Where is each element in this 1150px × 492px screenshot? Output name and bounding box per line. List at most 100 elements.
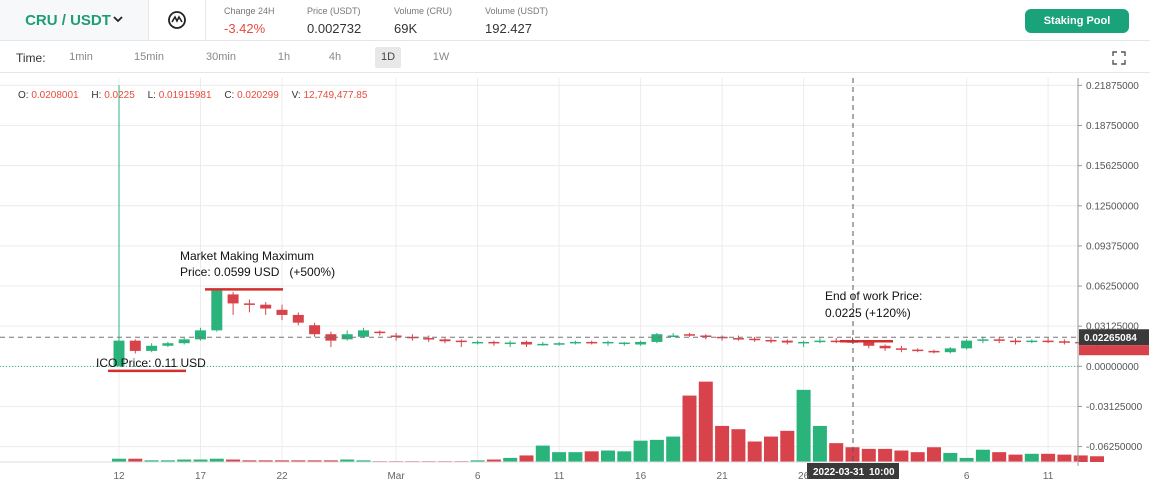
candle-body	[537, 343, 549, 346]
volume-bar	[780, 430, 795, 462]
volume-bar	[193, 459, 208, 462]
candle-body	[260, 304, 272, 309]
volume-bar	[568, 452, 583, 462]
volume-bar	[1041, 453, 1056, 462]
fullscreen-icon[interactable]	[1112, 51, 1126, 65]
ohlc-low-value: 0.01915981	[158, 90, 212, 101]
candle-body	[1042, 340, 1054, 343]
volume-bar	[470, 460, 485, 462]
volume-bar	[307, 460, 322, 462]
stat-value: -3.42%	[224, 21, 266, 36]
x-tick-label: 6	[475, 471, 481, 482]
interval-1w[interactable]: 1W	[432, 51, 450, 63]
volume-bar	[666, 436, 681, 462]
candle-body	[830, 340, 842, 343]
candle-body	[618, 342, 630, 345]
candle-body	[162, 343, 174, 346]
volume-bar	[796, 389, 811, 462]
volume-bar	[764, 436, 778, 462]
annotation-line: End of work Price:	[825, 289, 923, 303]
ohlc-open-value: 0.0208001	[31, 90, 79, 101]
volume-bar	[1090, 456, 1104, 462]
interval-30min[interactable]: 30min	[206, 51, 236, 63]
interval-1min[interactable]: 1min	[69, 51, 93, 63]
volume-bar	[226, 459, 241, 462]
stat-volume-cru: Volume (CRU) 69K	[394, 6, 452, 36]
volume-bar	[731, 429, 746, 462]
stat-volume-usdt: Volume (USDT) 192.427	[485, 6, 548, 36]
candle-body	[781, 340, 793, 343]
y-axis: 0.21875000 0.18750000 0.15625000 0.12500000…	[1077, 78, 1143, 466]
end-of-work-annotation: End of work Price: 0.0225 (+120%)	[825, 288, 922, 321]
interval-1d[interactable]: 1D	[375, 47, 401, 68]
candle-body	[798, 341, 810, 344]
x-tick-label: 22	[276, 471, 288, 482]
annotation-line: Price: 0.0599 USD (+500%)	[180, 265, 336, 279]
candle-body	[325, 334, 337, 341]
candle-body	[895, 348, 907, 350]
volume-bar	[112, 458, 126, 462]
crosshair-date-tag	[807, 463, 899, 479]
candle-body	[488, 341, 500, 344]
candle-body	[439, 339, 451, 342]
candle-body	[1026, 340, 1038, 343]
stat-change-24h: Change 24H -3.42%	[224, 6, 275, 36]
staking-pool-button[interactable]: Staking Pool	[1025, 9, 1129, 33]
volume-bar	[910, 452, 925, 462]
volume-bar	[715, 425, 730, 462]
candle-body	[1010, 340, 1021, 343]
candle-body	[912, 349, 924, 352]
stat-value: 0.002732	[307, 21, 362, 36]
stat-price: Price (USDT) 0.002732	[307, 6, 361, 36]
volume-bar	[845, 447, 860, 462]
ohlc-volume-label: V:	[291, 90, 301, 101]
volume-bar	[601, 450, 615, 462]
x-tick-label: Mar	[387, 471, 405, 482]
time-label: Time:	[16, 51, 46, 65]
ohlc-low-label: L:	[147, 90, 156, 101]
volume-bar	[519, 455, 534, 462]
ohlc-close-label: C:	[224, 90, 235, 101]
volume-bar	[535, 445, 550, 462]
volume-bar	[1024, 453, 1039, 462]
stat-label: Change 24H	[224, 6, 275, 16]
candle-body	[406, 336, 418, 339]
y-tick-label: 0.00000000	[1086, 362, 1139, 373]
candle-body	[195, 330, 206, 340]
volume-bar	[209, 458, 224, 462]
ohlc-close-value: 0.020299	[237, 90, 279, 101]
pair-selector[interactable]: CRU / USDT	[0, 0, 149, 40]
current-price-tag	[1079, 329, 1149, 346]
candle-body	[374, 331, 386, 334]
volume-bar	[128, 458, 143, 462]
volume-bar	[633, 440, 648, 462]
candle-body	[504, 342, 516, 345]
candle-body	[1058, 341, 1070, 343]
volume-bar	[291, 460, 306, 462]
interval-bar: Time: 1min 15min 30min 1h 4h 1D 1W	[0, 44, 1150, 73]
x-tick-label: 17	[195, 471, 207, 482]
volume-bar	[617, 451, 632, 462]
x-tick-label: 26	[798, 471, 810, 482]
volume-bar	[503, 457, 518, 462]
volume-bar	[323, 460, 338, 462]
candle-body	[765, 339, 777, 342]
interval-15min[interactable]: 15min	[134, 51, 164, 63]
stat-value: 192.427	[485, 21, 532, 36]
interval-4h[interactable]: 4h	[328, 51, 342, 63]
x-axis: 12 17 22 Mar 6 11 16 21 26 6 11	[0, 461, 1078, 482]
x-tick-label: 6	[964, 471, 970, 482]
volume-bar	[1073, 455, 1088, 462]
brand-logo-icon	[149, 0, 206, 40]
chart-grid	[0, 78, 1078, 462]
x-tick-label: 11	[554, 471, 565, 482]
volume-bar	[649, 439, 664, 462]
candles	[113, 85, 1103, 367]
interval-1h[interactable]: 1h	[277, 51, 291, 63]
candle-body	[292, 314, 304, 323]
volume-bar	[959, 457, 974, 462]
volume-bar	[812, 425, 827, 462]
ohlc-readout: O: 0.0208001 H: 0.0225 L: 0.01915981 C: …	[18, 90, 377, 101]
candle-body	[276, 309, 288, 315]
